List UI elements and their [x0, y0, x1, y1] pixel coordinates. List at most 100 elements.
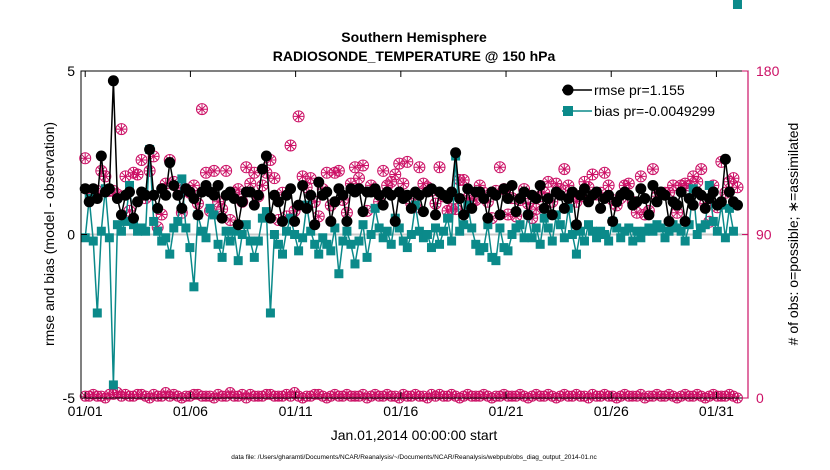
bias-marker [354, 236, 364, 246]
obs-assimilated-marker [579, 176, 590, 187]
obs-possible-marker [449, 203, 462, 216]
obs-baseline-assimilated-marker [531, 389, 541, 399]
bias-marker [112, 220, 122, 230]
obs-assimilated-marker [635, 171, 646, 182]
bias-marker [648, 226, 658, 236]
obs-baseline-assimilated-marker [108, 389, 118, 399]
rmse-marker [663, 215, 675, 227]
rmse-marker [482, 212, 494, 224]
rmse-marker [707, 186, 719, 198]
legend-bias-marker [563, 106, 573, 116]
bias-marker [294, 246, 304, 256]
obs-assimilated-marker [398, 178, 409, 189]
bias-marker [88, 236, 98, 246]
rmse-marker [252, 189, 264, 201]
obs-assimilated-marker [269, 173, 280, 184]
y2-axis-label: # of obs: o=possible; ∗=assimilated [785, 123, 801, 346]
rmse-marker [679, 215, 691, 227]
bias-marker [386, 239, 396, 249]
obs-possible-marker [385, 175, 398, 188]
obs-baseline-assimilated-marker [410, 389, 420, 399]
obs-baseline-assimilated-marker [406, 391, 416, 401]
obs-assimilated-marker [539, 187, 550, 198]
obs-assimilated-marker [209, 165, 220, 176]
rmse-marker [264, 212, 276, 224]
rmse-marker [107, 75, 119, 87]
bias-marker [588, 226, 598, 236]
bias-marker [507, 230, 517, 239]
rmse-marker [510, 206, 522, 218]
obs-assimilated-marker [241, 162, 252, 173]
rmse-marker [659, 189, 671, 201]
obs-baseline-assimilated-marker [459, 391, 469, 401]
obs-assimilated-marker [599, 167, 610, 178]
obs-baseline-assimilated-marker [660, 391, 670, 401]
obs-assimilated-marker [120, 171, 131, 182]
obs-baseline-assimilated-marker [165, 391, 175, 401]
rmse-marker [87, 183, 99, 195]
y-tick-label: -5 [63, 390, 76, 406]
bias-marker [547, 236, 557, 246]
rmse-marker [256, 163, 268, 175]
bias-marker [443, 213, 453, 223]
bias-marker [515, 220, 525, 230]
rmse-marker [309, 219, 321, 231]
obs-baseline-assimilated-marker [720, 391, 730, 401]
rmse-marker [502, 193, 514, 205]
obs-assimilated-marker [213, 196, 224, 207]
chart-subtitle: RADIOSONDE_TEMPERATURE @ 150 hPa [273, 48, 556, 64]
obs-baseline-assimilated-marker [692, 389, 702, 399]
bias-marker [265, 308, 275, 318]
bias-marker [241, 220, 251, 230]
rmse-marker [172, 189, 184, 201]
rmse-marker [558, 202, 570, 214]
obs-baseline-assimilated-marker [515, 389, 525, 399]
rmse-marker [232, 219, 244, 231]
rmse-marker [357, 206, 369, 218]
rmse-marker [494, 209, 506, 221]
obs-assimilated-marker [551, 178, 562, 189]
obs-baseline-assimilated-marker [668, 391, 678, 401]
rmse-marker [168, 179, 180, 191]
obs-baseline-assimilated-marker [96, 391, 106, 401]
x-tick-label: 01/21 [489, 403, 524, 419]
obs-assimilated-marker [523, 198, 534, 209]
rmse-marker [164, 157, 176, 169]
bias-marker [205, 203, 215, 213]
obs-baseline-assimilated-marker [213, 389, 223, 399]
obs-assimilated-marker [341, 207, 352, 218]
rmse-marker [305, 189, 317, 201]
bias-marker [455, 226, 465, 236]
rmse-marker [687, 199, 699, 211]
bias-marker [104, 233, 114, 243]
obs-baseline-assimilated-marker [620, 389, 630, 399]
bias-marker [483, 220, 493, 230]
rmse-marker [103, 183, 115, 195]
obs-assimilated-marker [128, 167, 139, 178]
bias-marker [358, 220, 368, 230]
obs-possible-marker [135, 154, 148, 167]
obs-possible-marker [401, 155, 414, 168]
bias-marker [80, 233, 90, 243]
bias-marker [592, 233, 602, 243]
obs-assimilated-marker [358, 160, 368, 171]
rmse-marker [643, 209, 655, 221]
obs-assimilated-marker [249, 167, 260, 178]
bias-marker [269, 230, 279, 239]
x-tick-label: 01/06 [173, 403, 208, 419]
rmse-marker [490, 189, 502, 201]
obs-assimilated-marker [350, 162, 360, 173]
rmse-series [79, 75, 743, 231]
obs-assimilated-marker [394, 158, 405, 169]
bias-marker [636, 233, 646, 243]
obs-assimilated-marker [692, 176, 703, 187]
obs-assimilated-marker [100, 171, 111, 182]
bias-marker [406, 230, 416, 239]
rmse-marker [623, 189, 635, 201]
bias-marker [604, 236, 614, 246]
obs-baseline-assimilated-marker [499, 389, 509, 399]
bias-marker [676, 226, 686, 236]
bias-marker [141, 226, 151, 236]
obs-assimilated-marker [728, 173, 739, 184]
obs-assimilated-marker [293, 111, 304, 122]
